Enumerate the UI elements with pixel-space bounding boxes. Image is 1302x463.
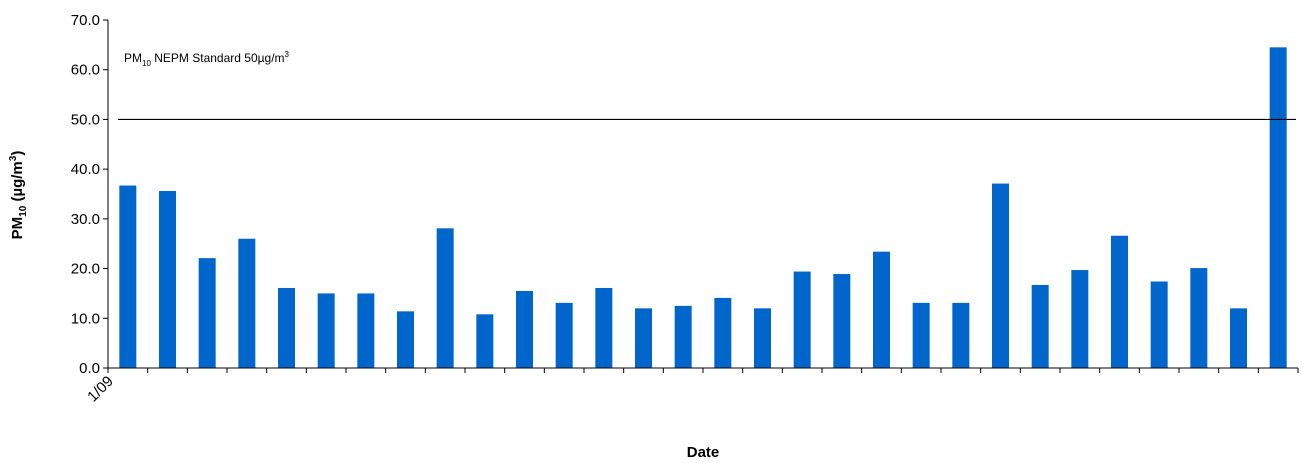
- y-tick-label: 60.0: [71, 62, 100, 79]
- x-tick-label: 1/09: [84, 373, 117, 406]
- bar-26: [1111, 235, 1128, 368]
- x-axis-title: Date: [687, 444, 720, 461]
- bar-17: [754, 308, 771, 368]
- bar-15: [674, 305, 692, 368]
- y-tick-label: 10.0: [71, 310, 100, 327]
- bar-5: [278, 287, 295, 368]
- bar-6: [317, 293, 335, 368]
- bar-24: [1031, 284, 1049, 368]
- bar-27: [1150, 281, 1168, 368]
- bar-12: [555, 302, 573, 368]
- x-ticks: 1/09: [84, 368, 1299, 406]
- bars: [119, 47, 1287, 368]
- y-tick-label: 0.0: [79, 360, 100, 377]
- bar-21: [912, 302, 930, 368]
- y-tick-label: 70.0: [71, 12, 100, 29]
- y-ticks: 0.0 10.0 20.0 30.0 40.0 50.0 60.0 70.0: [71, 12, 108, 377]
- bar-18: [793, 271, 811, 368]
- bar-23: [992, 183, 1009, 368]
- bar-25: [1071, 270, 1089, 368]
- y-tick-label: 40.0: [71, 161, 100, 178]
- bar-28: [1190, 268, 1208, 368]
- bar-1: [119, 185, 137, 368]
- nepm-standard-label: PM10 NEPM Standard 50µg/m3: [124, 50, 290, 68]
- bar-30: [1269, 47, 1287, 368]
- bar-2: [159, 191, 176, 368]
- bar-16: [714, 297, 732, 368]
- bar-13: [595, 287, 613, 368]
- bar-22: [952, 302, 970, 368]
- y-tick-label: 50.0: [71, 111, 100, 128]
- bar-8: [397, 311, 414, 368]
- bar-9: [436, 228, 454, 368]
- bar-10: [476, 314, 494, 368]
- bar-14: [635, 308, 652, 368]
- bar-7: [357, 293, 375, 368]
- bar-11: [516, 290, 533, 368]
- bar-4: [238, 238, 256, 368]
- y-axis-title: PM10 (µg/m3): [8, 151, 29, 240]
- y-tick-label: 30.0: [71, 211, 100, 228]
- bar-20: [873, 251, 890, 368]
- bar-3: [198, 258, 216, 368]
- bar-19: [833, 274, 851, 368]
- bar-29: [1230, 308, 1247, 368]
- y-tick-label: 20.0: [71, 261, 100, 278]
